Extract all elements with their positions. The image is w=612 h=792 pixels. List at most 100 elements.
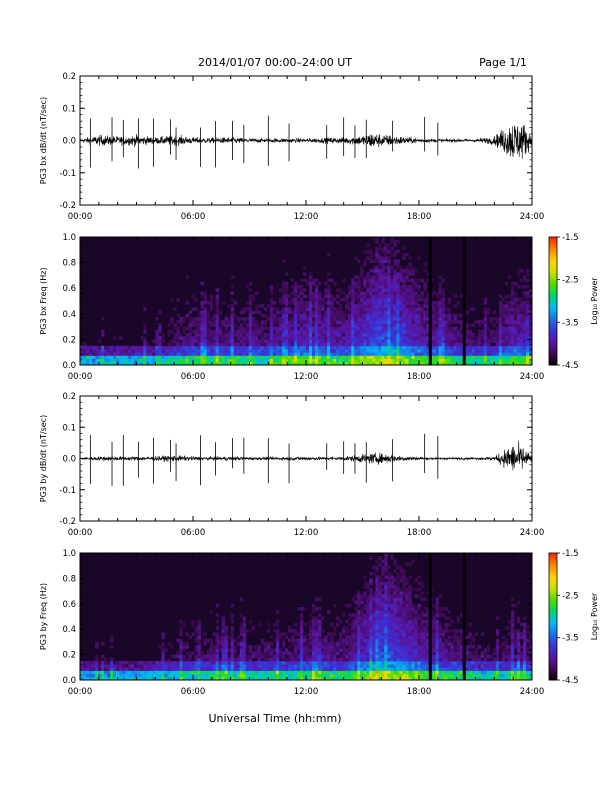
spectrogram-cell — [176, 345, 180, 350]
spectrogram-cell — [330, 301, 334, 305]
spectrogram-cell — [366, 320, 370, 324]
spectrogram-cell — [242, 670, 247, 675]
spectrogram-cell — [257, 304, 262, 308]
spectrogram-cell — [233, 670, 238, 675]
spectrogram-cell — [318, 352, 322, 356]
spectrogram-cell — [263, 664, 268, 668]
spectrogram-cell — [309, 345, 313, 350]
spectrogram-cell — [375, 265, 379, 270]
spectrogram-cell — [330, 294, 334, 299]
spectrogram-cell — [411, 358, 415, 363]
spectrogram-cell — [300, 278, 304, 283]
spectrogram-cell — [372, 272, 376, 276]
spectrogram-cell — [369, 301, 373, 305]
y-tick-label: 0.6 — [62, 284, 76, 294]
spectrogram-cell — [185, 676, 189, 681]
spectrogram-cell — [354, 358, 358, 363]
spectrogram-cell — [233, 345, 238, 350]
spectrogram-cell — [390, 670, 394, 675]
spectrogram-cell — [306, 345, 310, 350]
spectrogram-cell — [179, 645, 183, 649]
spectrogram-cell — [303, 607, 307, 611]
spectrogram-cell — [209, 304, 213, 308]
spectrogram-cell — [315, 670, 319, 675]
spectrogram-cell — [438, 352, 442, 356]
spectrogram-cell — [378, 600, 382, 605]
spectrogram-cell — [526, 355, 530, 359]
spectrogram-cell — [200, 307, 204, 311]
spectrogram-cell — [284, 349, 289, 353]
spectrogram-cell — [513, 333, 518, 337]
colorbar-cell — [549, 245, 557, 249]
spectrogram-cell — [272, 323, 277, 327]
spectrogram-cell — [435, 361, 439, 366]
colorbar-cell — [549, 303, 557, 306]
spectrogram-cell — [387, 259, 391, 263]
spectrogram-cell — [450, 361, 454, 366]
spectrogram-cell — [221, 301, 225, 305]
spectrogram-cell — [315, 676, 319, 681]
spectrogram-cell — [369, 622, 373, 627]
spectrogram-cell — [387, 661, 391, 665]
spectrogram-cell — [414, 342, 418, 347]
spectrogram-cell — [278, 326, 283, 331]
spectrogram-cell — [278, 355, 283, 359]
spectrogram-cell — [507, 310, 512, 315]
spectrogram-cell — [300, 313, 304, 318]
spectrogram-cell — [375, 253, 379, 257]
spectrogram-cell — [504, 326, 509, 331]
spectrogram-cell — [191, 622, 195, 627]
spectrogram-cell — [245, 333, 250, 337]
spectrogram-cell — [146, 670, 150, 675]
spectrogram-cell — [315, 638, 319, 643]
spectrogram-cell — [363, 594, 367, 598]
spectrogram-cell — [399, 565, 403, 570]
spectrogram-cell — [200, 673, 204, 678]
spectrogram-cell — [363, 317, 367, 321]
spectrogram-cell — [399, 670, 403, 675]
spectrogram-cell — [375, 667, 379, 671]
spectrogram-cell — [303, 339, 307, 343]
spectrogram-cell — [393, 301, 397, 305]
spectrogram-cell — [393, 275, 397, 279]
spectrogram-cell — [447, 323, 451, 327]
spectrogram-cell — [206, 651, 210, 655]
spectrogram-cell — [312, 629, 316, 633]
spectrogram-cell — [411, 288, 415, 292]
spectrogram-cell — [387, 355, 391, 359]
spectrogram-cell — [501, 339, 506, 343]
spectrogram-cell — [164, 361, 168, 366]
spectrogram-cell — [227, 673, 232, 678]
spectrogram-cell — [375, 349, 379, 353]
spectrogram-cell — [293, 323, 298, 327]
spectrogram-cell — [447, 355, 451, 359]
spectrogram-cell — [396, 272, 400, 276]
spectrogram-cell — [318, 676, 322, 681]
spectrogram-cell — [309, 358, 313, 363]
spectrogram-cell — [218, 667, 222, 671]
spectrogram-cell — [411, 281, 415, 286]
spectrogram-cell — [384, 243, 388, 247]
spectrogram-cell — [387, 654, 391, 659]
spectrogram-cell — [242, 310, 247, 315]
spectrogram-cell — [345, 632, 349, 636]
spectrogram-cell — [387, 275, 391, 279]
spectrogram-cell — [260, 326, 265, 331]
spectrogram-cell — [309, 651, 313, 655]
spectrogram-cell — [357, 278, 361, 283]
spectrogram-cell — [333, 333, 337, 337]
spectrogram-cell — [281, 667, 286, 671]
spectrogram-cell — [312, 326, 316, 331]
spectrogram-cell — [206, 358, 210, 363]
spectrogram-cell — [357, 320, 361, 324]
spectrogram-cell — [278, 310, 283, 315]
spectrogram-cell — [312, 301, 316, 305]
spectrogram-cell — [303, 661, 307, 665]
spectrogram-cell — [275, 349, 280, 353]
spectrogram-cell — [251, 667, 256, 671]
spectrogram-cell — [348, 667, 352, 671]
spectrogram-cell — [366, 594, 370, 598]
spectrogram-cell — [125, 355, 129, 359]
spectrogram-cell — [405, 600, 409, 605]
spectrogram-cell — [459, 336, 464, 340]
